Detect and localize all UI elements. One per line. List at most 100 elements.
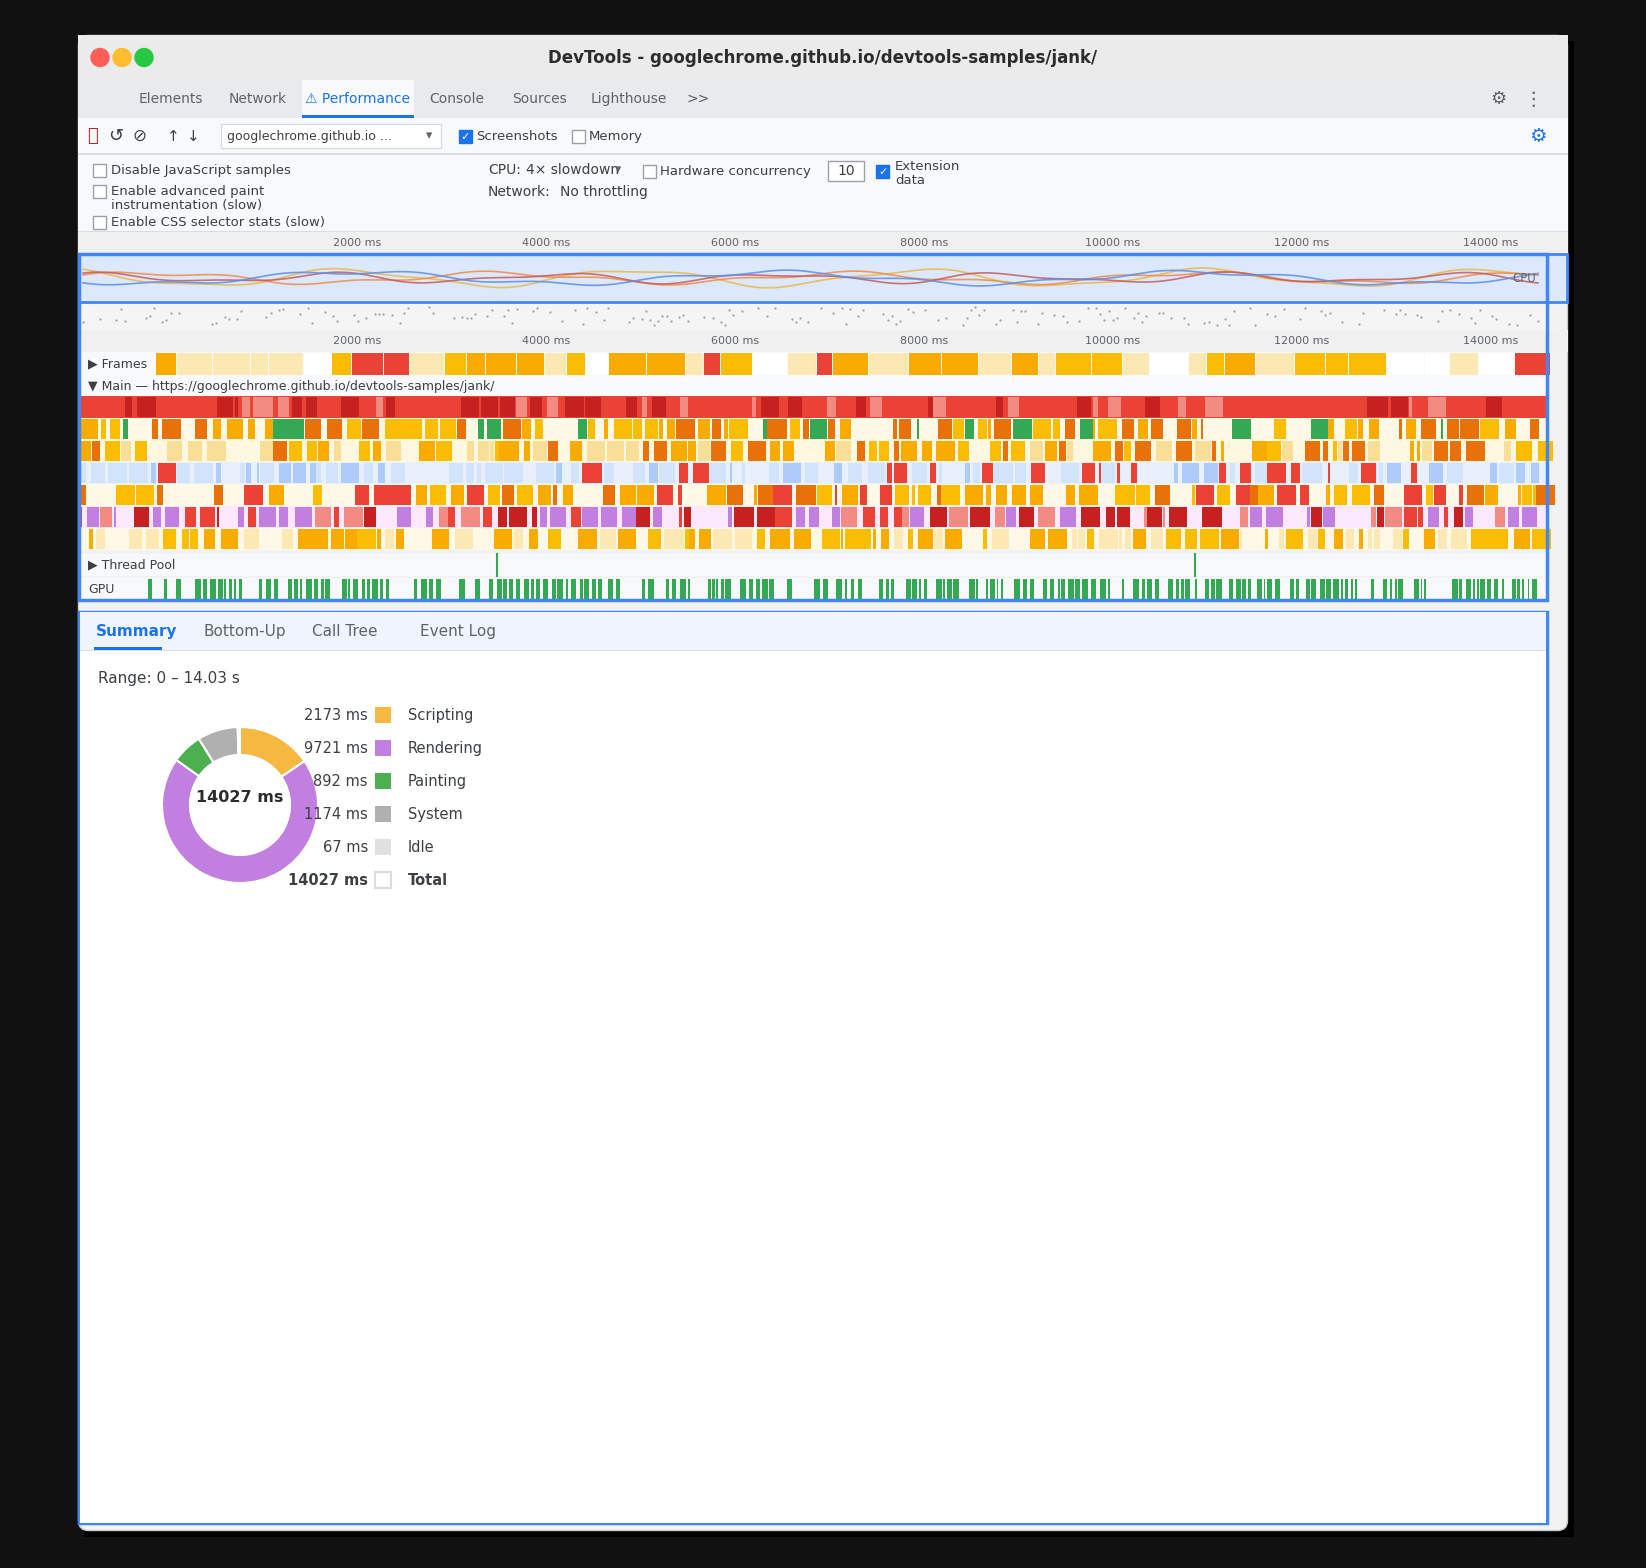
- Bar: [504, 463, 523, 483]
- Bar: [1425, 353, 1448, 375]
- Bar: [477, 463, 481, 483]
- Bar: [872, 528, 876, 549]
- Bar: [825, 441, 835, 461]
- Bar: [497, 506, 507, 527]
- Bar: [788, 353, 816, 375]
- Bar: [1388, 463, 1401, 483]
- Bar: [658, 419, 663, 439]
- Bar: [881, 485, 892, 505]
- Bar: [1508, 397, 1523, 417]
- Bar: [533, 441, 546, 461]
- Bar: [79, 612, 1547, 1523]
- Bar: [486, 463, 504, 483]
- Bar: [658, 463, 675, 483]
- Bar: [1093, 441, 1111, 461]
- Bar: [79, 485, 1547, 506]
- Bar: [1144, 397, 1160, 417]
- Bar: [1185, 579, 1190, 599]
- Bar: [499, 441, 518, 461]
- Bar: [110, 419, 120, 439]
- Bar: [1488, 528, 1508, 549]
- Bar: [375, 707, 392, 723]
- Text: ↑: ↑: [166, 129, 179, 144]
- Bar: [816, 485, 833, 505]
- Bar: [734, 506, 754, 527]
- Bar: [909, 353, 942, 375]
- Bar: [635, 506, 650, 527]
- Bar: [1480, 353, 1514, 375]
- Bar: [1114, 485, 1134, 505]
- Bar: [421, 579, 426, 599]
- Bar: [258, 579, 262, 599]
- Text: 4000 ms: 4000 ms: [522, 238, 570, 248]
- Bar: [1169, 579, 1172, 599]
- Bar: [616, 579, 621, 599]
- Bar: [194, 463, 212, 483]
- Bar: [828, 419, 835, 439]
- Bar: [1444, 506, 1448, 527]
- Bar: [858, 579, 863, 599]
- Text: No throttling: No throttling: [560, 185, 649, 199]
- Bar: [1093, 419, 1095, 439]
- Bar: [1420, 419, 1437, 439]
- Bar: [528, 528, 538, 549]
- Bar: [467, 485, 484, 505]
- Bar: [1470, 397, 1486, 417]
- Bar: [943, 579, 945, 599]
- Bar: [1411, 463, 1417, 483]
- Bar: [981, 463, 993, 483]
- Bar: [823, 579, 828, 599]
- Bar: [912, 485, 915, 505]
- Bar: [387, 579, 388, 599]
- Bar: [156, 353, 176, 375]
- Bar: [649, 528, 660, 549]
- Bar: [357, 528, 377, 549]
- Bar: [1325, 353, 1348, 375]
- Bar: [894, 506, 902, 527]
- Bar: [1195, 579, 1197, 599]
- Bar: [1007, 397, 1019, 417]
- Bar: [309, 463, 316, 483]
- Bar: [1078, 528, 1085, 549]
- Bar: [642, 441, 649, 461]
- Bar: [1450, 353, 1478, 375]
- Bar: [983, 528, 986, 549]
- Bar: [593, 579, 596, 599]
- Text: Enable CSS selector stats (slow): Enable CSS selector stats (slow): [110, 215, 324, 229]
- Bar: [1368, 441, 1381, 461]
- Bar: [1062, 463, 1078, 483]
- Text: GPU: GPU: [87, 582, 114, 596]
- Bar: [165, 579, 168, 599]
- Text: ▾: ▾: [426, 130, 433, 143]
- Bar: [673, 579, 677, 599]
- Bar: [895, 485, 909, 505]
- Bar: [176, 463, 189, 483]
- Bar: [1333, 579, 1338, 599]
- Bar: [100, 419, 105, 439]
- Bar: [583, 463, 601, 483]
- Bar: [1177, 579, 1179, 599]
- Text: Lighthouse: Lighthouse: [591, 93, 667, 107]
- Bar: [894, 528, 902, 549]
- Bar: [207, 441, 226, 461]
- Bar: [375, 806, 392, 822]
- Bar: [1100, 528, 1118, 549]
- Bar: [1256, 353, 1294, 375]
- Bar: [79, 419, 1547, 441]
- Bar: [1302, 463, 1322, 483]
- Bar: [439, 419, 456, 439]
- Bar: [1205, 579, 1208, 599]
- Bar: [474, 579, 479, 599]
- Bar: [1500, 463, 1514, 483]
- Bar: [1309, 528, 1317, 549]
- Bar: [1248, 579, 1251, 599]
- Text: Sources: Sources: [512, 93, 568, 107]
- Bar: [680, 506, 683, 527]
- Bar: [346, 528, 357, 549]
- Bar: [986, 485, 991, 505]
- Bar: [1531, 528, 1551, 549]
- Bar: [1346, 397, 1363, 417]
- Text: ⚙: ⚙: [1490, 89, 1506, 108]
- Bar: [377, 528, 380, 549]
- Bar: [94, 648, 161, 651]
